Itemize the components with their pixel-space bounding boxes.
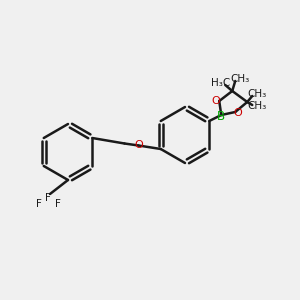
- Text: H₃C: H₃C: [211, 78, 230, 88]
- Text: O: O: [134, 140, 143, 149]
- Text: F: F: [45, 193, 51, 203]
- Text: CH₃: CH₃: [231, 74, 250, 84]
- Text: O: O: [234, 108, 243, 118]
- Text: CH₃: CH₃: [248, 101, 267, 111]
- Text: F: F: [55, 199, 61, 209]
- Text: O: O: [212, 96, 220, 106]
- Text: F: F: [36, 199, 42, 209]
- Text: CH₃: CH₃: [248, 89, 267, 99]
- Text: B: B: [217, 110, 225, 122]
